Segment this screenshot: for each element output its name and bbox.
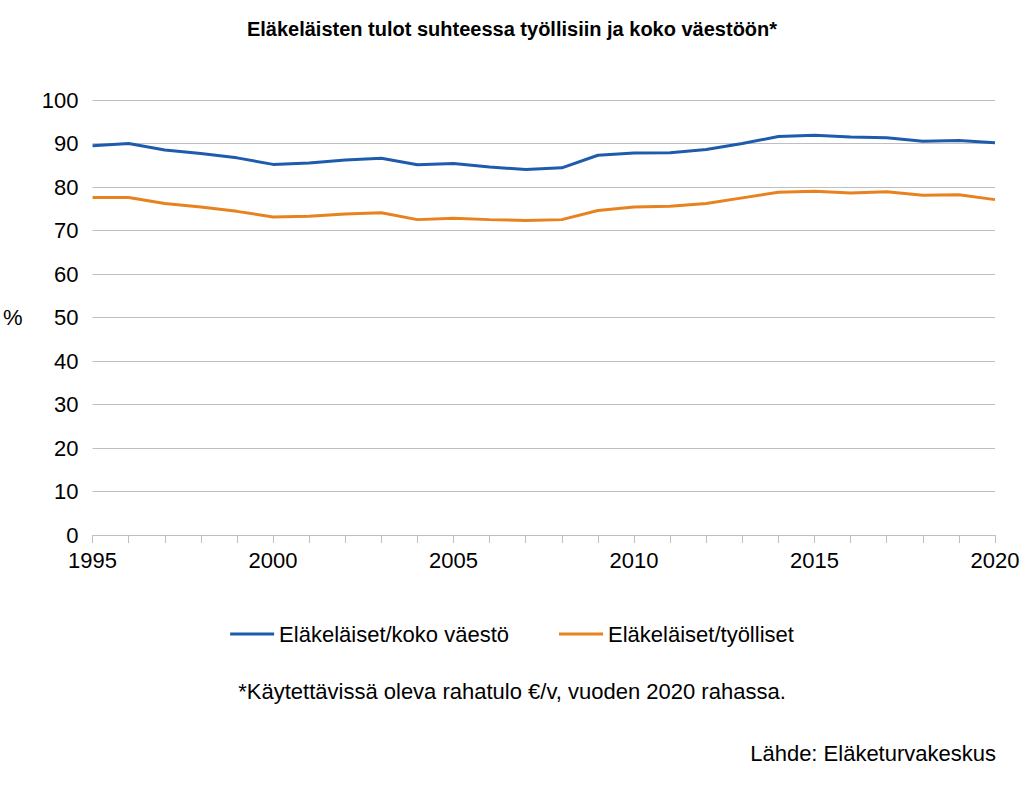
svg-text:2000: 2000	[249, 548, 298, 573]
svg-text:90: 90	[54, 131, 78, 156]
svg-text:2020: 2020	[971, 548, 1020, 573]
svg-text:2015: 2015	[790, 548, 839, 573]
svg-text:80: 80	[54, 175, 78, 200]
svg-text:Eläkeläisten tulot suhteessa t: Eläkeläisten tulot suhteessa työllisiin …	[247, 18, 777, 40]
svg-text:40: 40	[54, 349, 78, 374]
svg-text:10: 10	[54, 479, 78, 504]
svg-text:Lähde: Eläketurvakeskus: Lähde: Eläketurvakeskus	[750, 741, 996, 766]
svg-text:*Käytettävissä oleva rahatulo: *Käytettävissä oleva rahatulo €/v, vuode…	[238, 679, 786, 704]
svg-text:2005: 2005	[429, 548, 478, 573]
svg-text:70: 70	[54, 218, 78, 243]
svg-text:1995: 1995	[68, 548, 117, 573]
svg-text:20: 20	[54, 436, 78, 461]
svg-text:30: 30	[54, 392, 78, 417]
svg-text:60: 60	[54, 262, 78, 287]
svg-text:Eläkeläiset/koko väestö: Eläkeläiset/koko väestö	[279, 622, 509, 647]
svg-text:0: 0	[66, 523, 78, 548]
svg-text:Eläkeläiset/työlliset: Eläkeläiset/työlliset	[608, 622, 794, 647]
svg-text:100: 100	[42, 88, 79, 113]
svg-text:50: 50	[54, 305, 78, 330]
svg-text:2010: 2010	[610, 548, 659, 573]
svg-text:%: %	[3, 305, 23, 330]
